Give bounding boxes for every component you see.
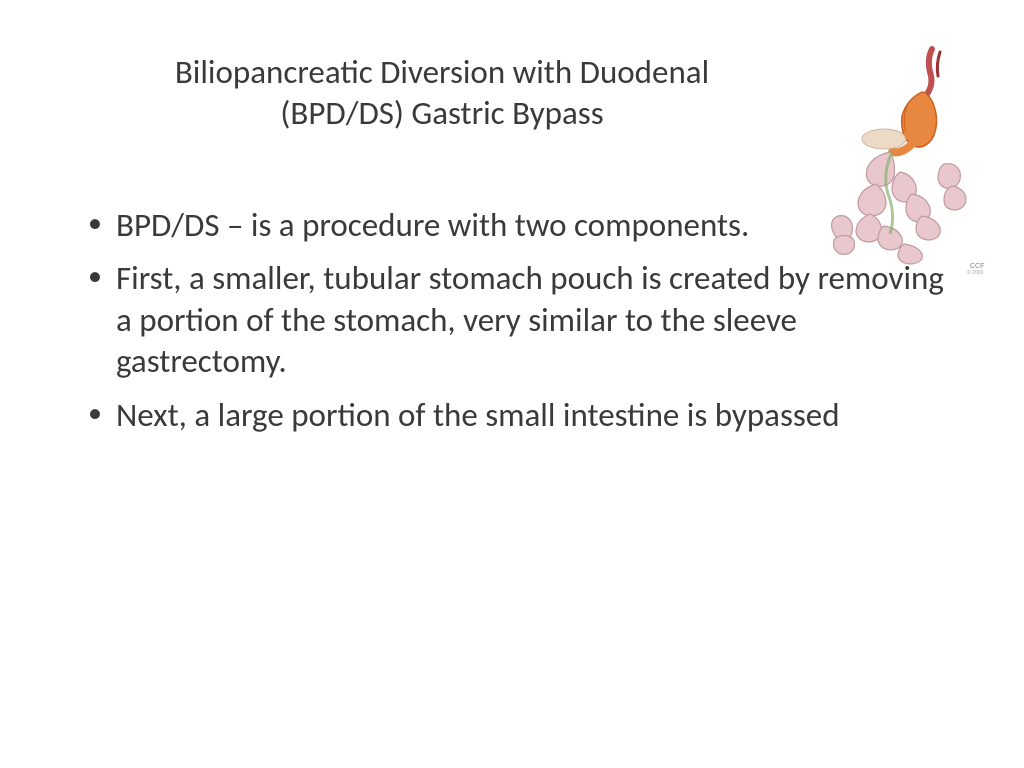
title-line-1: Biliopancreatic Diversion with Duodenal [60, 52, 824, 93]
bullet-list: BPD/DS – is a procedure with two compone… [80, 205, 954, 437]
svg-text:CCF: CCF [970, 263, 984, 270]
list-item: Next, a large portion of the small intes… [80, 395, 954, 437]
list-item: BPD/DS – is a procedure with two compone… [80, 205, 954, 247]
svg-text:© 2009: © 2009 [967, 269, 983, 274]
list-item: First, a smaller, tubular stomach pouch … [80, 258, 954, 383]
title-line-2: (BPD/DS) Gastric Bypass [60, 93, 824, 134]
